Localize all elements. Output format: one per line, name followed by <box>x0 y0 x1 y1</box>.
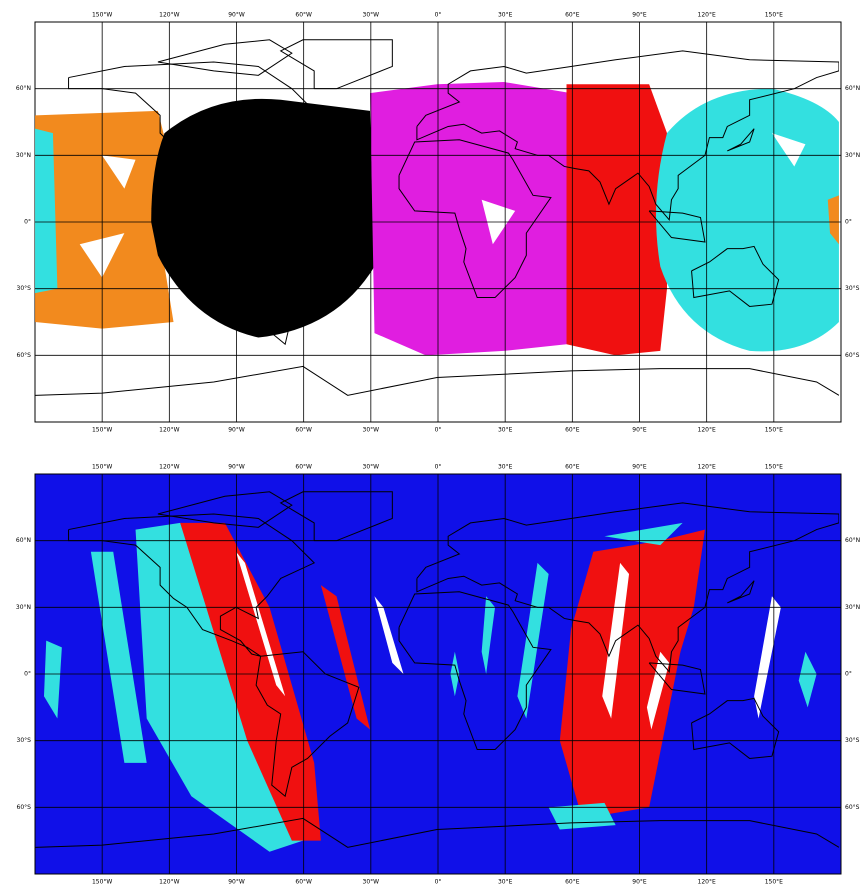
longitude-label: 120°W <box>159 427 179 434</box>
latitude-label: 60°S <box>17 804 32 811</box>
longitude-label: 90°E <box>632 879 647 886</box>
bottom-map: 150°W 150°W 120°W 120°W 90°W 90°W 60°W 60°W 30°W… <box>16 464 860 886</box>
longitude-label: 30°W <box>363 12 380 19</box>
latitude-label: 60°S <box>845 804 860 811</box>
longitude-label: 120°E <box>698 427 716 434</box>
latitude-label: 0° <box>24 219 31 226</box>
latitude-label: 30°N <box>845 152 860 159</box>
longitude-label: 60°E <box>565 12 580 19</box>
longitude-label: 120°E <box>698 12 716 19</box>
longitude-label: 150°W <box>92 879 112 886</box>
longitude-label: 60°E <box>565 427 580 434</box>
longitude-label: 120°W <box>159 879 179 886</box>
longitude-label: 60°W <box>295 464 312 471</box>
longitude-label: 120°E <box>698 879 716 886</box>
latitude-label: 60°N <box>16 85 31 92</box>
longitude-label: 90°E <box>632 464 647 471</box>
latitude-label: 60°N <box>845 537 860 544</box>
longitude-label: 90°W <box>228 12 245 19</box>
latitude-label: 0° <box>845 219 852 226</box>
latitude-label: 60°S <box>845 352 860 359</box>
longitude-label: 60°W <box>295 12 312 19</box>
latitude-label: 0° <box>24 671 31 678</box>
longitude-label: 30°W <box>363 879 380 886</box>
longitude-label: 60°E <box>565 464 580 471</box>
longitude-label: 60°E <box>565 879 580 886</box>
longitude-label: 0° <box>435 464 442 471</box>
longitude-label: 30°E <box>498 879 513 886</box>
longitude-label: 150°E <box>765 12 783 19</box>
longitude-label: 150°W <box>92 427 112 434</box>
longitude-label: 60°W <box>295 879 312 886</box>
longitude-label: 150°W <box>92 464 112 471</box>
longitude-label: 150°E <box>765 427 783 434</box>
longitude-label: 90°E <box>632 427 647 434</box>
longitude-label: 90°W <box>228 464 245 471</box>
latitude-label: 60°S <box>17 352 32 359</box>
longitude-label: 120°W <box>159 464 179 471</box>
latitude-label: 30°S <box>845 737 860 744</box>
latitude-label: 30°S <box>845 285 860 292</box>
latitude-label: 30°N <box>16 604 31 611</box>
latitude-label: 30°N <box>845 604 860 611</box>
longitude-label: 120°E <box>698 464 716 471</box>
longitude-label: 0° <box>435 879 442 886</box>
page: 150°W 150°W 120°W 120°W 90°W 90°W 60°W 60°W 30°W… <box>0 0 861 889</box>
longitude-label: 30°W <box>363 464 380 471</box>
longitude-label: 60°W <box>295 427 312 434</box>
longitude-label: 30°E <box>498 427 513 434</box>
latitude-label: 0° <box>845 671 852 678</box>
latitude-label: 30°S <box>17 285 32 292</box>
latitude-label: 30°S <box>17 737 32 744</box>
longitude-label: 120°W <box>159 12 179 19</box>
top-map: 150°W 150°W 120°W 120°W 90°W 90°W 60°W 60°W 30°W… <box>16 12 860 434</box>
longitude-label: 150°W <box>92 12 112 19</box>
longitude-label: 0° <box>435 12 442 19</box>
latitude-label: 60°N <box>845 85 860 92</box>
longitude-label: 150°E <box>765 879 783 886</box>
longitude-label: 90°E <box>632 12 647 19</box>
latitude-label: 60°N <box>16 537 31 544</box>
longitude-label: 150°E <box>765 464 783 471</box>
longitude-label: 0° <box>435 427 442 434</box>
longitude-label: 30°W <box>363 427 380 434</box>
longitude-label: 90°W <box>228 879 245 886</box>
longitude-label: 30°E <box>498 12 513 19</box>
latitude-label: 30°N <box>16 152 31 159</box>
longitude-label: 30°E <box>498 464 513 471</box>
longitude-label: 90°W <box>228 427 245 434</box>
